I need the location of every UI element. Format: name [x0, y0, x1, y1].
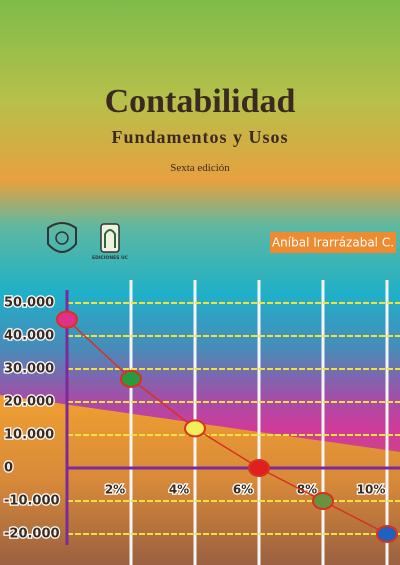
edition: Sexta edición [170, 162, 230, 174]
y-tick-label: 40.000 [4, 329, 54, 344]
y-tick-label: 30.000 [4, 362, 54, 377]
y-tick-label: 50.000 [4, 296, 54, 311]
point [184, 419, 206, 438]
line [66, 318, 388, 535]
point [312, 492, 334, 510]
title: Contabilidad [105, 83, 296, 120]
chart: 50.000 40.000 30.000 20.000 10.000 0 -10.000 -2… [3, 280, 400, 565]
y-tick-label: -20.000 [4, 527, 60, 542]
subtitle: Fundamentos y Usos [111, 127, 288, 147]
x-tick-label: 4% [169, 483, 189, 497]
author: Aníbal Irarrázabal C. [272, 236, 394, 250]
point [56, 310, 78, 329]
x-tick-label: 6% [233, 483, 253, 497]
university-logo [47, 222, 77, 253]
y-tick-label: 20.000 [4, 395, 54, 410]
y-tick-label: -10.000 [4, 494, 60, 509]
background-band [0, 395, 400, 565]
author-box [270, 232, 396, 253]
y-tick-label: 0 [4, 461, 13, 476]
x-tick-label: 8% [297, 483, 317, 497]
publisher-logo [100, 223, 120, 253]
point [376, 525, 398, 543]
y-tick-label: 10.000 [4, 428, 54, 443]
point [120, 369, 142, 388]
publisher-name: EDICIONES UC [92, 255, 129, 261]
point [248, 459, 270, 477]
x-tick-label: 2% [105, 483, 125, 497]
x-tick-label: 10% [357, 483, 386, 497]
